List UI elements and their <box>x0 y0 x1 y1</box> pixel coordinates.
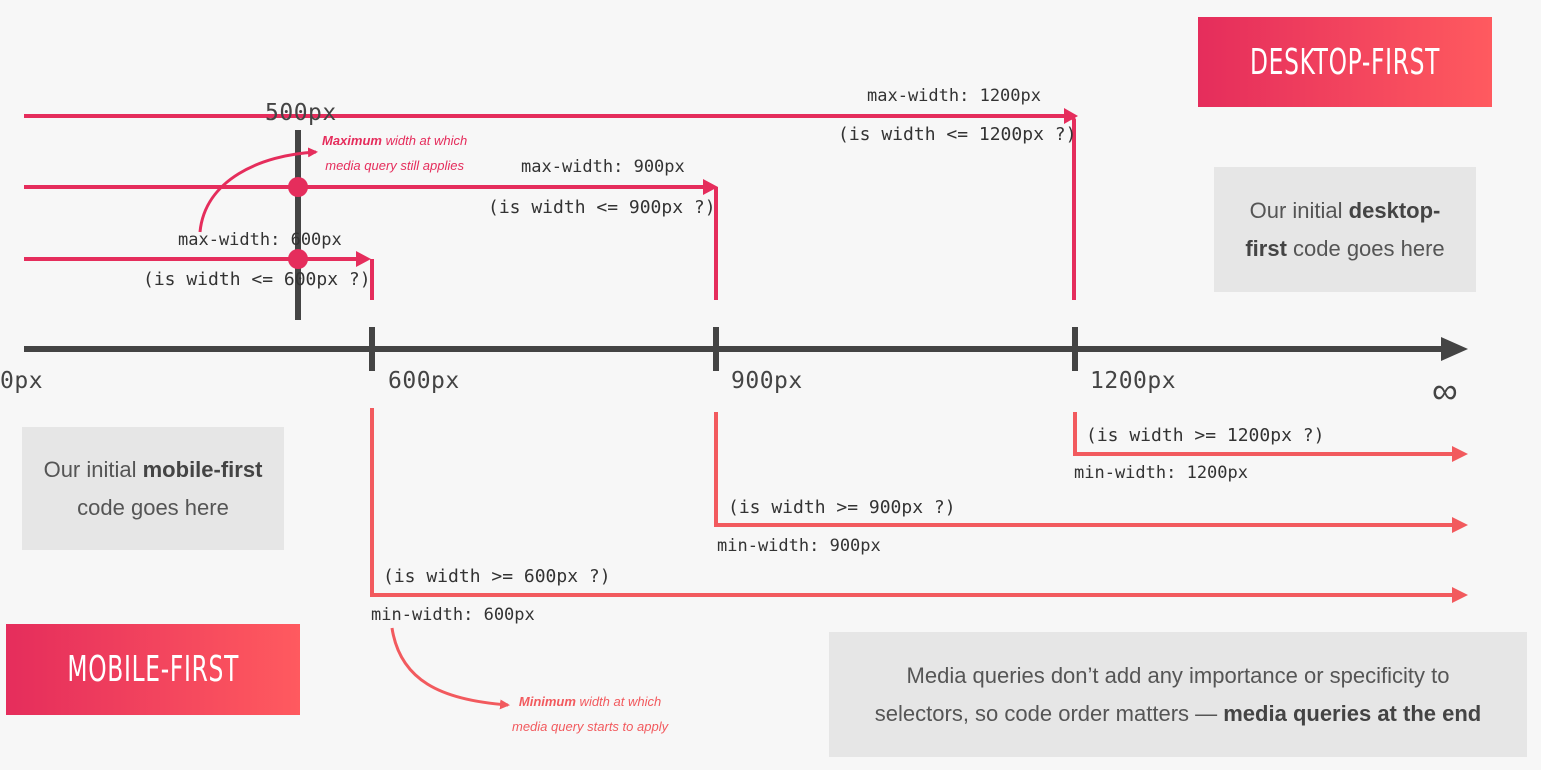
order-note-line2-text: selectors, so code order matters — <box>874 700 1224 726</box>
min-width-600-condition: (is width >= 600px ?) <box>383 566 611 587</box>
max-width-600-condition: (is width <= 600px ?) <box>143 269 371 290</box>
order-note-line1: Media queries don’t add any importance o… <box>906 662 1450 688</box>
maximum-note-bold: Maximum <box>322 133 382 148</box>
marker-dot-600 <box>288 249 308 269</box>
min-width-1200-query: min-width: 1200px <box>1074 463 1248 483</box>
order-note-line2-bold: media queries at the end <box>1223 700 1482 726</box>
media-query-order-note: Media queries don’t add any importance o… <box>829 632 1527 757</box>
desktop-first-badge: DESKTOP-FIRST <box>1198 17 1492 107</box>
axis-label-0px: 0px <box>0 368 44 394</box>
maximum-width-note: Maximum width at which media query still… <box>322 128 467 178</box>
max-width-900-line <box>24 179 718 300</box>
maximum-note-line2: media query still applies <box>325 158 464 173</box>
mobile-box-text-after: code goes here <box>77 494 229 520</box>
min-note-arrow <box>390 627 510 710</box>
axis-label-900px: 900px <box>731 368 803 394</box>
max-width-1200-query: max-width: 1200px <box>867 86 1041 106</box>
maximum-note-line1: width at which <box>381 133 468 148</box>
marker-label-500px: 500px <box>265 100 337 126</box>
axis-arrowhead <box>1441 337 1468 361</box>
minimum-note-bold: Minimum <box>518 694 576 709</box>
desktop-box-bold: desktop-first <box>1245 197 1441 261</box>
minimum-note-line1: width at which <box>575 694 662 709</box>
mobile-first-badge: MOBILE-FIRST <box>6 624 300 715</box>
max-width-600-query: max-width: 600px <box>178 230 342 250</box>
mobile-first-code-box: Our initial mobile-first code goes here <box>22 427 284 550</box>
min-width-600-query: min-width: 600px <box>371 605 535 625</box>
axis-label-1200px: 1200px <box>1090 368 1177 394</box>
minimum-note-line2: media query starts to apply <box>512 719 669 734</box>
max-width-900-condition: (is width <= 900px ?) <box>488 197 716 218</box>
min-width-1200-line <box>1073 412 1468 462</box>
desktop-first-code-box: Our initial desktop-first code goes here <box>1214 167 1476 292</box>
minimum-width-note: Minimum width at which media query start… <box>512 689 668 739</box>
mobile-box-text-before: Our initial <box>43 456 143 482</box>
axis-label-600px: 600px <box>388 368 460 394</box>
max-note-arrow <box>198 147 318 233</box>
max-width-1200-line <box>24 108 1078 300</box>
min-width-900-line <box>714 412 1468 533</box>
desktop-box-text-before: Our initial <box>1249 197 1349 223</box>
desktop-box-text-after: code goes here <box>1286 235 1445 261</box>
axis-label-infinity: ∞ <box>1432 370 1458 411</box>
mobile-box-bold: mobile-first <box>142 456 263 482</box>
min-width-1200-condition: (is width >= 1200px ?) <box>1086 425 1325 446</box>
max-width-1200-condition: (is width <= 1200px ?) <box>838 124 1077 145</box>
min-width-600-line <box>370 408 1468 603</box>
marker-dot-900 <box>288 177 308 197</box>
max-width-900-query: max-width: 900px <box>521 157 685 177</box>
min-width-900-query: min-width: 900px <box>717 536 881 556</box>
min-width-900-condition: (is width >= 900px ?) <box>728 497 956 518</box>
